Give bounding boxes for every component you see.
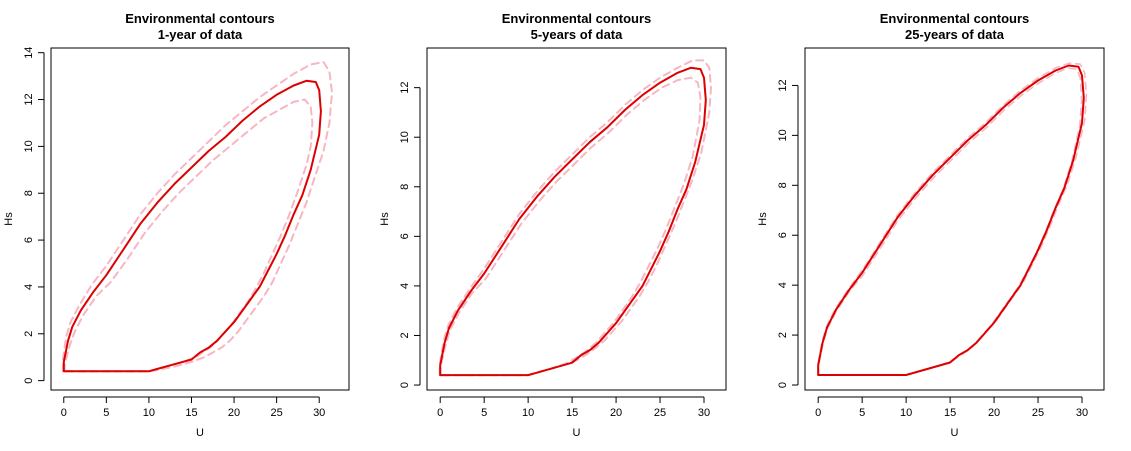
chart-title-line-1: Environmental contours [880, 11, 1030, 26]
y-tick-label: 6 [23, 237, 35, 243]
y-tick-label: 12 [23, 93, 35, 105]
x-tick-label: 25 [654, 407, 666, 419]
y-tick-label: 0 [399, 382, 411, 388]
y-tick-label: 0 [777, 382, 789, 388]
y-tick-label: 4 [23, 284, 35, 290]
y-axis-label: Hs [757, 212, 769, 226]
y-tick-label: 6 [399, 233, 411, 239]
x-tick-label: 0 [815, 407, 821, 419]
x-axis-label: U [573, 427, 581, 439]
x-tick-label: 15 [566, 407, 578, 419]
x-axis-label: U [951, 427, 959, 439]
chart-title-line-1: Environmental contours [502, 11, 652, 26]
x-tick-label: 5 [103, 407, 109, 419]
y-tick-label: 2 [777, 332, 789, 338]
chart-title-line-2: 5-years of data [531, 27, 624, 42]
y-tick-label: 10 [399, 131, 411, 143]
x-tick-label: 10 [900, 407, 912, 419]
y-tick-label: 10 [23, 140, 35, 152]
plot-frame [804, 47, 1105, 391]
y-axis-label: Hs [379, 212, 391, 226]
y-tick-label: 2 [399, 332, 411, 338]
x-tick-label: 0 [437, 407, 443, 419]
chart-title-line-1: Environmental contours [125, 11, 275, 26]
x-tick-label: 30 [698, 407, 710, 419]
x-tick-label: 15 [944, 407, 956, 419]
x-tick-label: 5 [481, 407, 487, 419]
x-tick-label: 30 [313, 407, 325, 419]
plot-frame [50, 47, 350, 391]
y-tick-label: 10 [777, 129, 789, 141]
x-axis-label: U [196, 427, 204, 439]
y-tick-label: 8 [399, 184, 411, 190]
y-tick-label: 14 [23, 47, 35, 59]
series-line-lower-bound [439, 76, 702, 377]
y-tick-label: 8 [23, 190, 35, 196]
series-line-upper-bound [61, 61, 333, 373]
x-tick-label: 20 [610, 407, 622, 419]
y-tick-label: 6 [777, 232, 789, 238]
y-tick-label: 4 [777, 282, 789, 288]
x-tick-label: 10 [522, 407, 534, 419]
series-line-upper-bound [438, 59, 712, 377]
x-tick-label: 0 [61, 407, 67, 419]
chart-title-line-2: 25-years of data [905, 27, 1005, 42]
series-line-upper-bound [817, 62, 1088, 376]
series-line-lower-bound [817, 67, 1083, 376]
x-tick-label: 25 [1032, 407, 1044, 419]
y-axis-label: Hs [3, 212, 15, 226]
y-tick-label: 8 [777, 182, 789, 188]
y-tick-label: 12 [399, 82, 411, 94]
series-line-contour [62, 79, 322, 373]
x-tick-label: 5 [859, 407, 865, 419]
series-line-lower-bound [63, 98, 314, 373]
x-tick-label: 15 [185, 407, 197, 419]
series-line-contour [817, 64, 1085, 376]
x-tick-label: 25 [271, 407, 283, 419]
x-tick-label: 20 [988, 407, 1000, 419]
y-tick-label: 4 [399, 283, 411, 289]
x-tick-label: 10 [143, 407, 155, 419]
chart-title-line-2: 1-year of data [158, 27, 243, 42]
x-tick-label: 30 [1076, 407, 1088, 419]
y-tick-label: 2 [23, 331, 35, 337]
series-line-contour [439, 66, 707, 377]
x-tick-label: 20 [228, 407, 240, 419]
y-tick-label: 0 [23, 378, 35, 384]
plot-frame [426, 47, 727, 391]
y-tick-label: 12 [777, 79, 789, 91]
